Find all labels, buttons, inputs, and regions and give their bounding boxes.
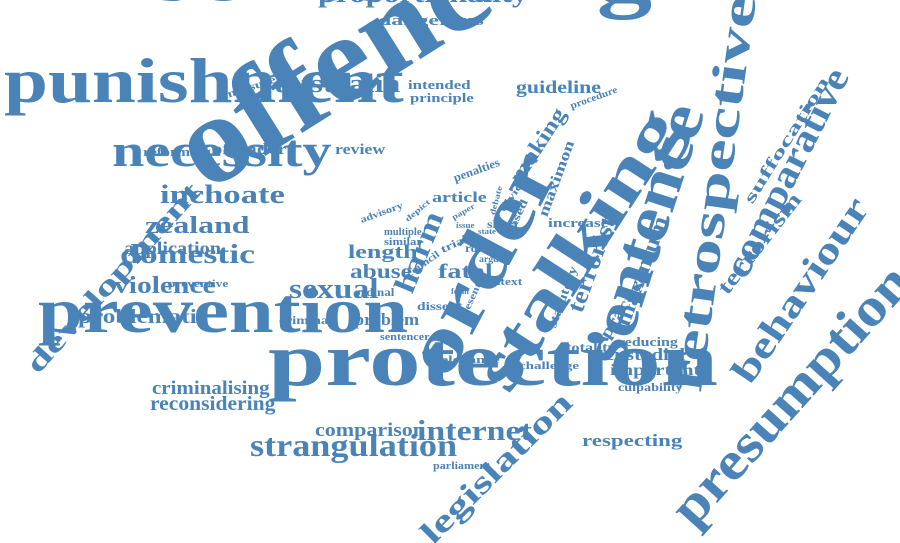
word-ordinal: ordinal: [354, 285, 395, 300]
word-reconsidering: reconsidering: [150, 393, 276, 415]
word-protection: protection: [268, 318, 718, 403]
word-principle: principle: [410, 89, 474, 105]
word-violence: violence: [114, 272, 216, 299]
word-issue: issue: [456, 220, 475, 230]
word-role: role: [465, 241, 487, 256]
word-strangulation: strangulation: [250, 427, 458, 464]
word-length: length: [348, 241, 418, 263]
word-challenge: challenge: [519, 360, 580, 373]
word-custodial: custodial: [605, 345, 686, 365]
word-inchoate: inchoate: [160, 180, 285, 210]
word-culpability: culpability: [618, 380, 683, 395]
word-intended: intended: [408, 76, 471, 92]
word-zealand: zealand: [145, 212, 250, 239]
word-aim: aim: [470, 239, 482, 249]
word-criminal: criminal: [279, 313, 333, 328]
word-offender: offender: [212, 141, 287, 159]
word-parliament: parliament: [433, 461, 491, 472]
word-increase: increase: [548, 214, 609, 230]
word-state: state: [478, 226, 496, 236]
word-problem: problem: [354, 310, 420, 330]
word-australia: australia: [275, 69, 401, 99]
word-fatal: fatal: [438, 259, 493, 284]
word-problematic: problematic: [78, 306, 208, 328]
word-form: form: [451, 286, 469, 296]
word-dangerous: dangerous: [378, 13, 484, 29]
word-sexual: sexual: [289, 273, 379, 305]
word-similar: similar: [384, 236, 423, 249]
word-short: short: [487, 217, 519, 232]
word-review: review: [335, 142, 386, 158]
word-criminalising: criminalising: [152, 377, 270, 399]
word-argue: argue: [479, 253, 504, 264]
word-respecting: respecting: [582, 431, 683, 451]
word-necessity: necessity: [112, 125, 332, 177]
word-domestic: domestic: [120, 239, 256, 270]
word-application: application: [124, 237, 222, 258]
word-prevention: prevention: [38, 274, 409, 346]
word-sentencing: sentencing: [152, 0, 652, 16]
word-context: context: [480, 276, 523, 289]
word-totality: totality: [566, 340, 616, 356]
word-sentencer: sentencer: [380, 331, 430, 344]
word-dissent: dissent: [417, 299, 463, 314]
word-advisory: advisory: [358, 200, 405, 226]
word-proportionality: proportionality: [318, 0, 528, 7]
word-article: article: [432, 190, 487, 206]
word-guideline: guideline: [516, 76, 601, 97]
word-preventive: preventive: [168, 278, 229, 291]
word-multiple: multiple: [384, 227, 422, 238]
word-punishment: punishment: [4, 44, 404, 116]
word-relevance: relevance: [434, 354, 500, 367]
word-important: important: [610, 362, 701, 380]
word-internet: internet: [417, 415, 532, 447]
word-reducing: reducing: [618, 333, 678, 349]
word-comparison: comparison: [315, 419, 426, 441]
word-reforming: reforming: [143, 143, 212, 159]
word-abuse: abuse: [350, 261, 412, 283]
